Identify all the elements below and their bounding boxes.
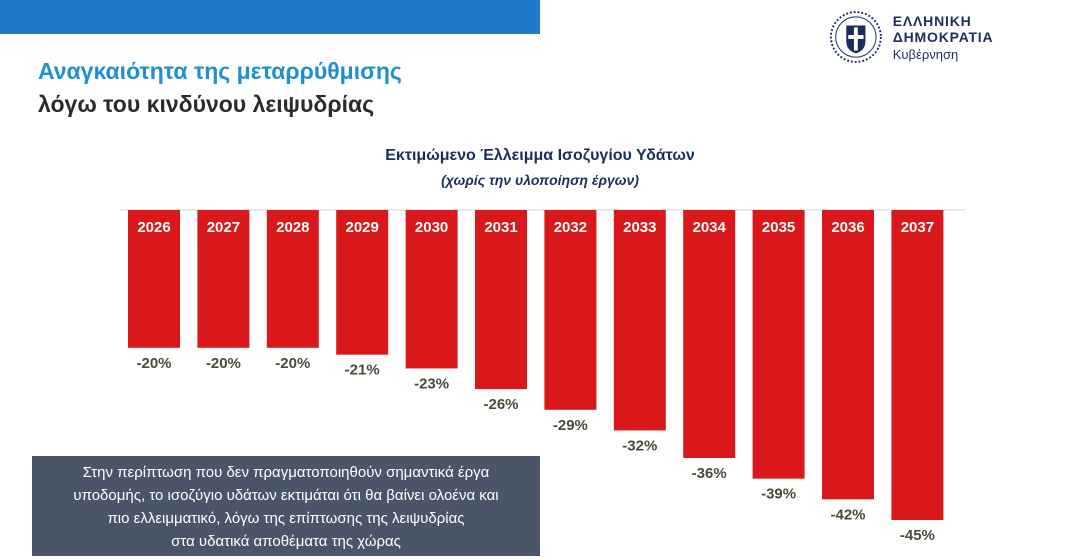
government-logo: ΕΛΛΗΝΙΚΗ ΔΗΜΟΚΡΑΤΙΑ Κυβέρνηση (829, 10, 1069, 64)
slide-title-line2: λόγω του κινδύνου λειψυδρίας (38, 91, 375, 117)
bar-2027 (197, 210, 250, 348)
value-label-2028: -20% (275, 355, 310, 372)
category-label-2032: 2032 (554, 219, 587, 236)
value-label-2027: -20% (206, 355, 241, 372)
bar-2028 (266, 210, 319, 348)
note-line: πιο ελλειμματικό, λόγω της επίπτωσης της… (107, 510, 465, 527)
category-label-2026: 2026 (137, 219, 170, 236)
value-label-2026: -20% (136, 355, 171, 372)
category-label-2037: 2037 (901, 219, 934, 236)
chart-title: Εκτιμώμενο Έλλειμμα Ισοζυγίου Υδάτων (385, 147, 695, 164)
bar-2035 (752, 210, 805, 479)
bar-2026 (128, 210, 180, 348)
category-label-2036: 2036 (831, 219, 864, 236)
category-label-2035: 2035 (762, 219, 795, 236)
bar-2029 (336, 210, 389, 355)
slide-title-line1: Αναγκαιότητα της μεταρρύθμισης (38, 58, 402, 84)
bar-2037 (891, 210, 944, 520)
category-label-2033: 2033 (623, 219, 656, 236)
value-label-2034: -36% (692, 465, 727, 482)
value-label-2037: -45% (900, 527, 935, 544)
category-label-2031: 2031 (484, 219, 517, 236)
value-label-2031: -26% (483, 396, 518, 413)
value-label-2035: -39% (761, 486, 796, 503)
bar-2033 (613, 210, 666, 431)
value-label-2030: -23% (414, 375, 449, 392)
category-label-2034: 2034 (693, 219, 727, 236)
note-line: στα υδατικά αποθέματα της χώρας (171, 533, 401, 550)
bar-2032 (544, 210, 597, 410)
bar-2036 (822, 210, 874, 500)
category-label-2030: 2030 (415, 219, 448, 236)
logo-title: ΕΛΛΗΝΙΚΗ ΔΗΜΟΚΡΑΤΙΑ (892, 12, 994, 45)
explanation-note: Στην περίπτωση που δεν πραγματοποιηθούν … (32, 456, 540, 556)
category-label-2027: 2027 (207, 219, 240, 236)
chart-subtitle: (χωρίς την υλοποίηση έργων) (441, 172, 639, 188)
logo-subtitle: Κυβέρνηση (892, 46, 959, 62)
note-line: Στην περίπτωση που δεν πραγματοποιηθούν … (82, 464, 490, 481)
value-label-2032: -29% (553, 417, 588, 434)
category-label-2029: 2029 (346, 219, 379, 236)
value-label-2036: -42% (830, 506, 865, 523)
value-label-2033: -32% (622, 437, 657, 454)
note-line: υποδομής, το ισοζύγιο υδάτων εκτιμάται ό… (73, 487, 499, 504)
bar-2034 (683, 210, 736, 458)
value-label-2029: -21% (345, 362, 380, 379)
category-label-2028: 2028 (276, 219, 309, 236)
top-accent-bar (0, 0, 540, 34)
greek-emblem-icon (829, 11, 882, 63)
bar-2031 (475, 210, 527, 390)
bar-2030 (405, 210, 458, 369)
